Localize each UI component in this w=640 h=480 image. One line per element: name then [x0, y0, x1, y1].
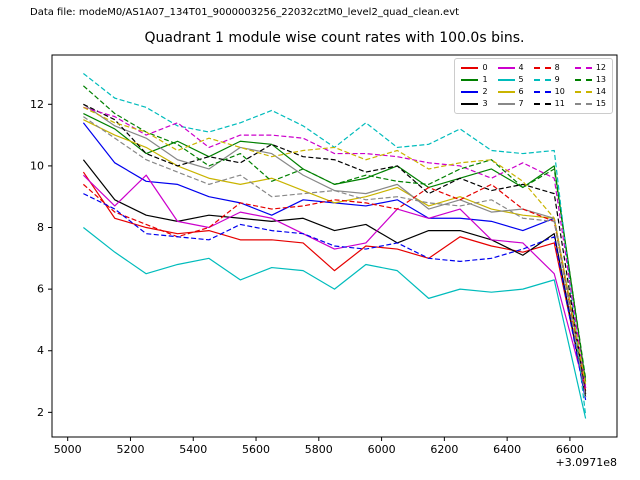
legend-item-8: 8 [533, 62, 565, 74]
series-line-9 [83, 73, 587, 416]
legend-label-7: 7 [518, 99, 524, 108]
data-file-label: Data file: modeM0/AS1A07_134T01_90000032… [30, 7, 460, 18]
legend-swatch-10 [533, 91, 551, 93]
legend-label-11: 11 [554, 99, 565, 108]
legend-swatch-0 [461, 67, 479, 69]
series-line-10 [83, 193, 587, 401]
legend-item-15: 15 [574, 98, 606, 110]
legend-swatch-5 [497, 79, 515, 81]
legend-label-13: 13 [595, 75, 606, 84]
legend-swatch-11 [533, 103, 551, 105]
legend-item-14: 14 [574, 86, 606, 98]
x-tick-label: 6400 [493, 443, 521, 456]
legend-label-2: 2 [482, 87, 488, 96]
legend-swatch-15 [574, 103, 592, 105]
legend-label-0: 0 [482, 63, 488, 72]
x-tick-label: 5200 [116, 443, 144, 456]
legend-item-13: 13 [574, 74, 606, 86]
legend-label-10: 10 [554, 87, 565, 96]
series-line-7 [83, 103, 587, 388]
plot-frame [51, 54, 618, 438]
legend: 0 1 2 3 4 5 6 7 8 9 10 11 12 13 14 15 [454, 58, 613, 114]
series-line-5 [83, 227, 587, 419]
legend-swatch-6 [497, 91, 515, 93]
x-tick-label: 5800 [305, 443, 333, 456]
series-line-13 [82, 85, 587, 379]
legend-item-7: 7 [497, 98, 524, 110]
legend-swatch-4 [497, 67, 515, 69]
series-line-0 [82, 171, 587, 394]
legend-swatch-2 [461, 91, 479, 93]
legend-swatch-14 [574, 91, 592, 93]
legend-item-12: 12 [574, 62, 606, 74]
legend-label-12: 12 [595, 63, 606, 72]
legend-swatch-3 [461, 103, 479, 105]
y-tick-label: 4 [37, 344, 44, 357]
legend-swatch-7 [497, 103, 515, 105]
x-tick-label: 6200 [430, 443, 458, 456]
legend-swatch-13 [574, 79, 592, 81]
legend-item-6: 6 [497, 86, 524, 98]
legend-label-8: 8 [554, 63, 560, 72]
legend-swatch-9 [533, 79, 551, 81]
x-tick-label: 5600 [242, 443, 270, 456]
series-line-11 [83, 103, 587, 394]
series-line-12 [83, 106, 587, 388]
legend-swatch-8 [533, 67, 551, 69]
chart-title: Quadrant 1 module wise count rates with … [144, 30, 525, 46]
series-line-14 [83, 106, 587, 385]
x-tick-label: 6000 [368, 443, 396, 456]
y-tick-label: 2 [37, 406, 44, 419]
legend-item-1: 1 [461, 74, 488, 86]
series-line-3 [82, 159, 587, 398]
y-tick-label: 8 [37, 221, 44, 234]
x-axis-offset-label: +3.0971e8 [555, 456, 617, 469]
legend-item-5: 5 [497, 74, 524, 86]
legend-item-4: 4 [497, 62, 524, 74]
y-tick-label: 12 [30, 98, 44, 111]
legend-item-11: 11 [533, 98, 565, 110]
legend-label-15: 15 [595, 99, 606, 108]
y-tick-label: 6 [37, 283, 44, 296]
x-tick-label: 5400 [179, 443, 207, 456]
legend-label-5: 5 [518, 75, 524, 84]
legend-item-9: 9 [533, 74, 565, 86]
legend-label-1: 1 [482, 75, 488, 84]
series-line-2 [82, 122, 587, 388]
x-tick-label: 6600 [556, 443, 584, 456]
y-tick-label: 10 [30, 159, 44, 172]
series-line-8 [82, 183, 587, 391]
legend-item-3: 3 [461, 98, 488, 110]
x-tick-label: 5000 [54, 443, 82, 456]
series-line-4 [82, 174, 587, 391]
legend-item-2: 2 [461, 86, 488, 98]
legend-item-0: 0 [461, 62, 488, 74]
legend-label-3: 3 [482, 99, 488, 108]
legend-label-14: 14 [595, 87, 606, 96]
legend-swatch-12 [574, 67, 592, 69]
legend-item-10: 10 [533, 86, 565, 98]
legend-label-6: 6 [518, 87, 524, 96]
legend-label-9: 9 [554, 75, 560, 84]
legend-label-4: 4 [518, 63, 524, 72]
legend-swatch-1 [461, 79, 479, 81]
series-line-15 [83, 116, 587, 398]
